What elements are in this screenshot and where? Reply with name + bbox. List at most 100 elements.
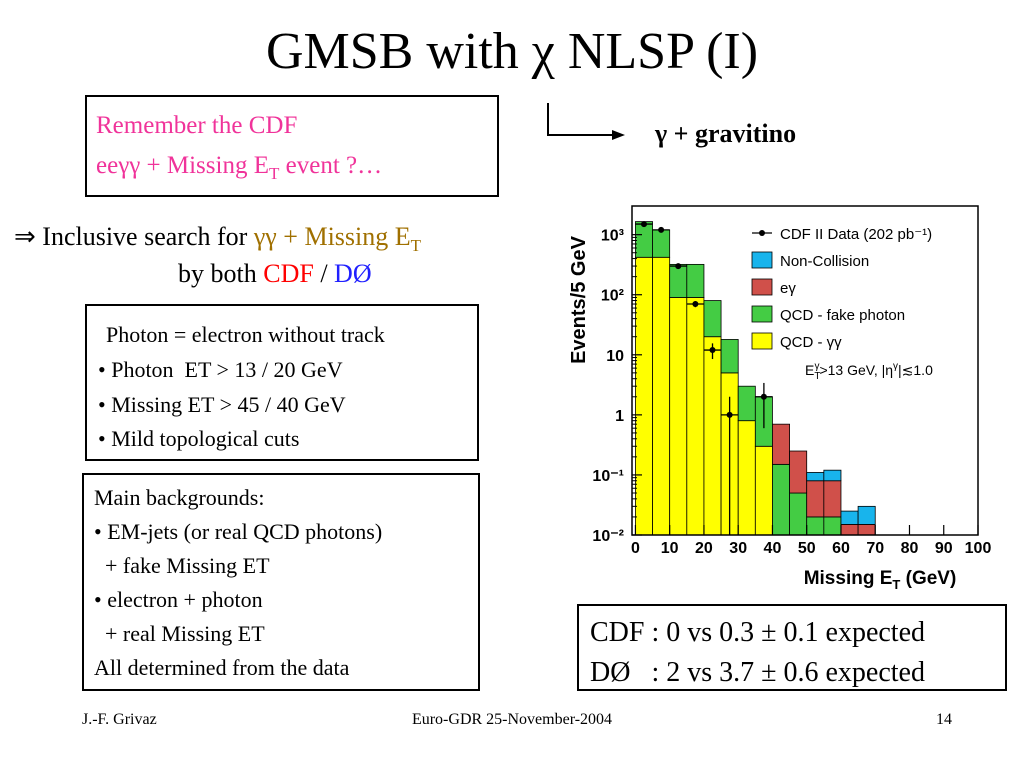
histogram-bar [686, 263, 705, 298]
legend-swatch [751, 278, 773, 296]
bg-text: Main backgrounds: [94, 485, 264, 510]
y-tick-label: 10 [606, 348, 624, 365]
text-part: / [314, 259, 334, 288]
arrow-head [612, 130, 625, 140]
footer-left: J.-F. Grivaz [82, 711, 157, 728]
histogram-bar [669, 297, 688, 536]
y-tick-label: 10³ [601, 228, 624, 245]
text-part: >13 GeV, |η [819, 362, 893, 378]
box [577, 604, 1007, 691]
cut-text: • Missing ET > 45 / 40 GeV [98, 392, 346, 417]
legend-swatch [751, 332, 773, 350]
legend-label: Non-Collision [780, 253, 869, 270]
histogram-bar [806, 516, 825, 536]
footer-center: Euro-GDR 25-November-2004 [412, 711, 612, 728]
text-part: (GeV) [900, 568, 956, 589]
search-text: ⇒ Inclusive search for γγ + Missing ET [14, 222, 422, 255]
legend-marker [759, 230, 765, 236]
x-tick-label: 30 [729, 540, 747, 557]
x-tick-label: 0 [631, 540, 640, 557]
histogram-bar [772, 423, 790, 465]
superscript: γ [814, 361, 819, 372]
y-axis-label: Events/5 GeV [568, 235, 590, 364]
y-tick-label: 1 [615, 408, 624, 425]
y-tick-label: 10⁻² [592, 528, 624, 545]
bg-text: + real Missing ET [94, 621, 265, 646]
bg-text: All determined from the data [94, 655, 350, 680]
chart: Events/5 GeV Missing ET (GeV) ETγ>13 GeV… [568, 205, 992, 592]
text-part: DØ [334, 259, 372, 288]
subscript: T [269, 164, 280, 183]
x-tick-label: 80 [901, 540, 919, 557]
cut-text: Photon = electron without track [106, 322, 385, 347]
x-tick-label: 70 [866, 540, 884, 557]
box [85, 304, 479, 461]
x-tick-label: 50 [798, 540, 816, 557]
slide-title: GMSB with χ NLSP (I) [266, 23, 758, 80]
histogram-bar [823, 469, 842, 482]
text-part: Missing E [804, 568, 893, 589]
data-point [640, 221, 647, 228]
histogram-bar [652, 256, 671, 536]
bg-text: + fake Missing ET [94, 553, 270, 578]
histogram-bar [806, 480, 825, 518]
histogram-bar [789, 492, 808, 536]
box [85, 95, 499, 197]
subscript: T [892, 577, 900, 592]
histogram-bar [857, 505, 876, 525]
histogram-bar [686, 297, 705, 536]
y-tick-label: 10⁻¹ [592, 468, 624, 485]
legend-label: QCD - γγ [780, 334, 842, 351]
x-tick-label: 20 [695, 540, 713, 557]
histogram-bar [635, 256, 653, 536]
x-tick-label: 60 [832, 540, 850, 557]
box-text: eeγγ + Missing ET event ?… [96, 152, 382, 183]
histogram-bar [840, 524, 859, 536]
histogram-bar [737, 420, 756, 536]
cut-text: • Mild topological cuts [98, 426, 299, 451]
histogram-bar [720, 339, 739, 374]
legend-label: QCD - fake photon [780, 307, 905, 324]
histogram-bar [840, 510, 859, 525]
x-tick-label: 100 [965, 540, 992, 557]
histogram-bar [823, 480, 842, 518]
legend-swatch [751, 251, 773, 269]
footer-right: 14 [936, 711, 952, 728]
histogram-bar [789, 450, 808, 494]
search-text: by both CDF / DØ [178, 259, 372, 288]
data-point [692, 301, 699, 308]
histogram-bar [669, 263, 688, 298]
data-point [675, 263, 682, 270]
histogram-bar [754, 445, 773, 536]
histogram-bar [857, 524, 876, 536]
x-axis-label: Missing ET (GeV) [804, 568, 957, 592]
cut-text: • Photon ET > 13 / 20 GeV [98, 357, 343, 382]
box [82, 473, 480, 691]
superscript: γ [893, 361, 898, 372]
bg-text: • electron + photon [94, 587, 263, 612]
histogram-bar [823, 516, 842, 536]
histogram-bar [806, 472, 825, 482]
text-part: ⇒ Inclusive search for [14, 222, 254, 251]
text-part: E [805, 362, 814, 378]
box-text: Remember the CDF [96, 112, 297, 139]
legend-label: eγ [780, 280, 796, 297]
result-text: DØ : 2 vs 3.7 ± 0.6 expected [590, 657, 925, 688]
text-part: |≲1.0 [898, 362, 933, 378]
data-point [760, 393, 767, 400]
x-tick-label: 10 [661, 540, 679, 557]
data-point [658, 226, 665, 233]
data-point [709, 347, 716, 354]
text-part: event ?… [279, 152, 382, 179]
histogram-bar [737, 385, 756, 422]
result-text: CDF : 0 vs 0.3 ± 0.1 expected [590, 617, 925, 648]
legend-swatch [751, 305, 773, 323]
text-part: CDF [263, 259, 314, 288]
histogram-bar [703, 300, 722, 338]
arrow [547, 103, 615, 136]
subscript: T [814, 371, 820, 382]
y-tick-label: 10² [601, 288, 624, 305]
histogram-bar [772, 463, 790, 536]
